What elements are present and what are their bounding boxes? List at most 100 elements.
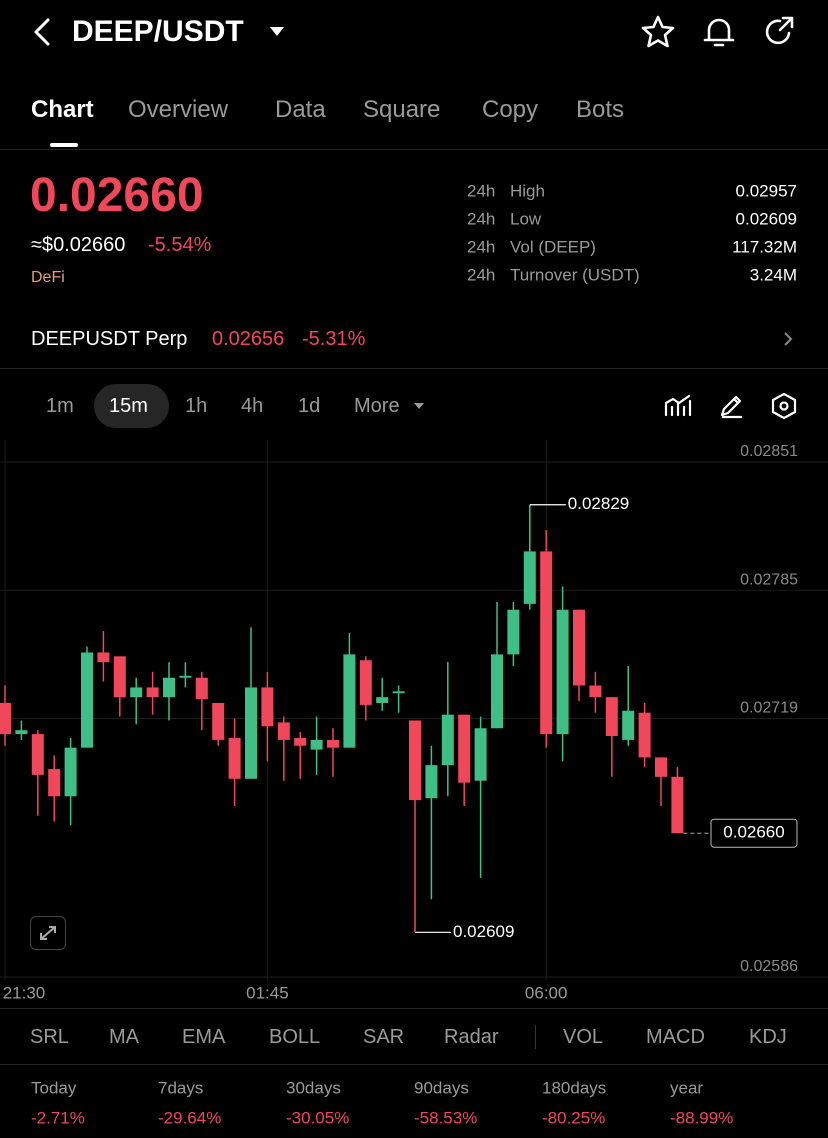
candle-body xyxy=(392,691,405,694)
y-tick-label: 0.02719 xyxy=(740,700,798,717)
candle-body xyxy=(228,737,241,779)
candle-body xyxy=(81,652,93,748)
candle-body xyxy=(359,660,372,705)
candle-body xyxy=(491,654,503,729)
perf-change: -58.53% xyxy=(414,1108,478,1128)
indicator-tab[interactable]: BOLL xyxy=(269,1026,321,1048)
candle-body xyxy=(441,714,454,766)
stat-period: 24h xyxy=(467,237,496,257)
perp-chevron[interactable] xyxy=(780,330,796,348)
stat-value: 0.02609 xyxy=(735,209,797,229)
favorite-icon[interactable] xyxy=(640,14,676,50)
candle-body xyxy=(540,551,553,735)
tab[interactable]: Bots xyxy=(576,96,625,123)
candle-body xyxy=(523,551,536,604)
x-tick-label: 21:30 xyxy=(3,983,46,1002)
perf-change: -2.71% xyxy=(31,1108,85,1128)
candle-body xyxy=(48,769,61,797)
x-tick-label: 06:00 xyxy=(525,983,568,1002)
stat-value: 0.02957 xyxy=(735,181,797,201)
divider xyxy=(0,149,828,150)
more-dropdown[interactable] xyxy=(412,400,426,412)
price-change: -5.54% xyxy=(148,234,212,256)
indicator-tab[interactable]: MA xyxy=(109,1026,139,1048)
settings-icon[interactable] xyxy=(770,392,798,420)
candle-body xyxy=(146,687,159,698)
perf-period: year xyxy=(670,1078,704,1098)
candle-body xyxy=(310,739,323,750)
candle-body xyxy=(605,697,618,737)
x-tick-label: 01:45 xyxy=(246,983,289,1002)
candle-body xyxy=(474,728,487,781)
divider xyxy=(0,368,828,369)
candle-body xyxy=(671,776,684,834)
separator xyxy=(535,1025,536,1049)
back-button[interactable] xyxy=(28,16,54,48)
perf-period: 30days xyxy=(286,1078,341,1098)
candlestick-chart: 0.02586 0.02719 0.02785 0.02851 21:30 01:45 06… xyxy=(0,440,828,1002)
candle-body xyxy=(277,722,290,740)
extreme-marker-label: 0.02829 xyxy=(568,494,629,513)
candle-body xyxy=(0,702,11,735)
last-price: 0.02660 xyxy=(30,169,204,222)
stat-label: High xyxy=(510,181,545,201)
indicator-tab[interactable]: KDJ xyxy=(749,1026,787,1048)
stat-period: 24h xyxy=(467,181,496,201)
stat-label: Low xyxy=(510,209,542,229)
candle-body xyxy=(507,609,520,655)
indicator-icon[interactable] xyxy=(664,393,692,419)
candle-body xyxy=(15,730,28,735)
category-tag[interactable]: DeFi xyxy=(31,269,65,286)
perf-period: 7days xyxy=(158,1078,204,1098)
indicator-tab[interactable]: EMA xyxy=(182,1026,226,1048)
perf-period: 180days xyxy=(542,1078,607,1098)
candle-body xyxy=(245,687,257,779)
last-price-label: 0.02660 xyxy=(723,823,784,842)
perf-change: -30.05% xyxy=(286,1108,350,1128)
candle-body xyxy=(638,712,651,758)
pair-dropdown[interactable] xyxy=(268,24,286,38)
interval[interactable]: More xyxy=(354,395,400,417)
candle-body xyxy=(64,747,77,797)
candle-body xyxy=(343,654,356,748)
tab[interactable]: Chart xyxy=(31,96,94,123)
tab[interactable]: Copy xyxy=(482,96,539,123)
interval[interactable]: 4h xyxy=(241,395,264,417)
last-price-box xyxy=(710,818,798,848)
candle-body xyxy=(261,687,274,727)
candle-body xyxy=(655,757,667,777)
alert-icon[interactable] xyxy=(701,14,737,50)
tab-indicator xyxy=(50,143,78,147)
perf-period: Today xyxy=(31,1078,77,1098)
interval[interactable]: 1m xyxy=(46,395,74,417)
draw-icon[interactable] xyxy=(718,392,746,420)
tab[interactable]: Overview xyxy=(128,96,229,123)
interval[interactable]: 1d xyxy=(298,395,321,417)
interval[interactable]: 1h xyxy=(185,395,208,417)
y-tick-label: 0.02586 xyxy=(740,958,798,975)
indicator-tab[interactable]: VOL xyxy=(563,1026,604,1048)
stat-period: 24h xyxy=(467,265,496,285)
candle-body xyxy=(425,765,438,799)
stat-value: 3.24M xyxy=(749,265,797,285)
divider xyxy=(0,1064,828,1065)
perp-name[interactable]: DEEPUSDT Perp xyxy=(31,328,188,350)
tab[interactable]: Square xyxy=(363,96,441,123)
candle-body xyxy=(179,675,192,678)
indicator-tab[interactable]: MACD xyxy=(646,1026,705,1048)
indicator-tab[interactable]: Radar xyxy=(444,1026,499,1048)
indicator-tab[interactable]: SAR xyxy=(363,1026,405,1048)
pair-title[interactable]: DEEP/USDT xyxy=(72,15,244,48)
indicator-tab[interactable]: SRL xyxy=(30,1026,69,1048)
fullscreen-button[interactable] xyxy=(30,916,66,950)
candle-body xyxy=(294,737,307,746)
tab[interactable]: Data xyxy=(275,96,326,123)
perf-change: -29.64% xyxy=(158,1108,222,1128)
candle-body xyxy=(589,685,602,698)
y-tick-label: 0.02851 xyxy=(740,443,798,460)
candle-body xyxy=(163,677,175,698)
interval[interactable]: 15m xyxy=(109,395,148,417)
divider xyxy=(0,1008,828,1009)
interval-selected-pill xyxy=(94,384,169,428)
share-icon[interactable] xyxy=(761,14,797,50)
